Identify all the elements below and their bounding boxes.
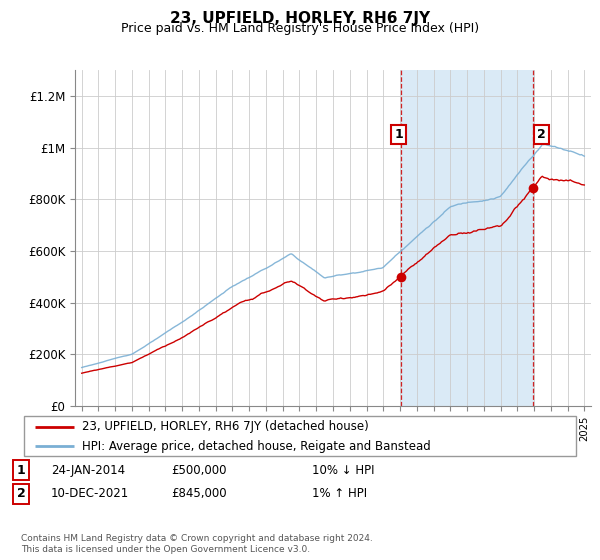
Text: 1: 1 bbox=[17, 464, 25, 477]
Text: 2: 2 bbox=[17, 487, 25, 501]
Text: 1% ↑ HPI: 1% ↑ HPI bbox=[312, 487, 367, 501]
Text: 23, UPFIELD, HORLEY, RH6 7JY (detached house): 23, UPFIELD, HORLEY, RH6 7JY (detached h… bbox=[82, 421, 369, 433]
Bar bbox=[401, 70, 533, 406]
Text: Price paid vs. HM Land Registry's House Price Index (HPI): Price paid vs. HM Land Registry's House … bbox=[121, 22, 479, 35]
Text: 23, UPFIELD, HORLEY, RH6 7JY: 23, UPFIELD, HORLEY, RH6 7JY bbox=[170, 11, 430, 26]
Text: 24-JAN-2014: 24-JAN-2014 bbox=[51, 464, 125, 477]
Text: 2: 2 bbox=[537, 128, 545, 141]
Text: £845,000: £845,000 bbox=[171, 487, 227, 501]
Text: Contains HM Land Registry data © Crown copyright and database right 2024.
This d: Contains HM Land Registry data © Crown c… bbox=[21, 534, 373, 554]
Text: 10-DEC-2021: 10-DEC-2021 bbox=[51, 487, 129, 501]
Text: HPI: Average price, detached house, Reigate and Banstead: HPI: Average price, detached house, Reig… bbox=[82, 440, 431, 453]
Text: 1: 1 bbox=[394, 128, 403, 141]
Text: 10% ↓ HPI: 10% ↓ HPI bbox=[312, 464, 374, 477]
Text: £500,000: £500,000 bbox=[171, 464, 227, 477]
